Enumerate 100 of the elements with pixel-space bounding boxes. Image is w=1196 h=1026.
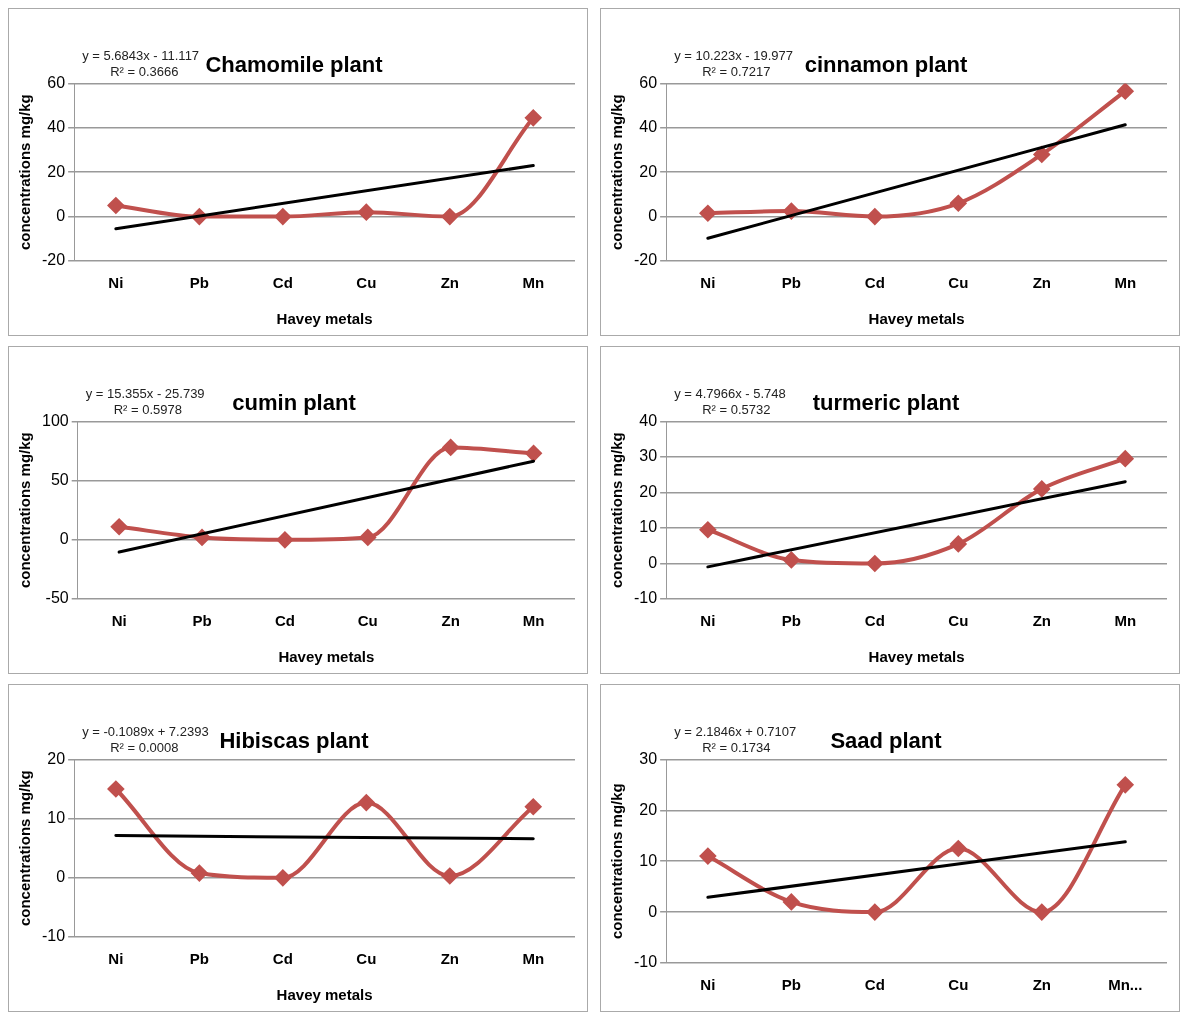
y-tick-label: 20 <box>47 162 66 180</box>
x-tick-label: Pb <box>781 274 801 292</box>
y-tick-label: 40 <box>639 118 658 136</box>
point <box>1033 146 1050 163</box>
point <box>699 848 716 865</box>
x-tick-label: Cd <box>864 976 885 994</box>
point <box>525 798 542 815</box>
point <box>950 535 967 552</box>
y-tick-label: 10 <box>639 518 658 536</box>
point <box>950 195 967 212</box>
x-tick-label: Zn <box>440 950 459 968</box>
y-tick-label: 0 <box>59 530 69 548</box>
y-tick-label: 50 <box>50 471 69 489</box>
y-axis-title: concentrations mg/kg <box>608 94 626 251</box>
y-axis-title: concentrations mg/kg <box>16 770 34 927</box>
y-tick-label: 0 <box>56 207 66 225</box>
point <box>191 865 208 882</box>
point <box>1033 480 1050 497</box>
y-axis-title: concentrations mg/kg <box>16 432 34 589</box>
point <box>358 794 375 811</box>
point <box>525 445 542 462</box>
y-tick-label: 20 <box>47 749 66 767</box>
chart-title: cinnamon plant <box>804 52 968 78</box>
y-tick-label: 40 <box>47 118 66 136</box>
x-tick-label: Mn <box>522 274 545 292</box>
x-tick-label: Zn <box>1032 274 1051 292</box>
y-axis-title: concentrations mg/kg <box>16 94 34 251</box>
y-tick-label: 0 <box>648 207 658 225</box>
text: y = 5.6843x - 11.117 <box>82 48 200 64</box>
x-tick-label: Ni <box>700 976 716 994</box>
x-tick-label: Cd <box>272 274 293 292</box>
chart-title: cumin plant <box>232 390 357 416</box>
x-tick-label: Ni <box>700 612 716 630</box>
point <box>358 204 375 221</box>
y-tick-label: 10 <box>47 809 66 827</box>
y-tick-label: 30 <box>639 749 658 767</box>
y-tick-label: -10 <box>634 589 658 607</box>
y-tick-label: 0 <box>648 553 658 571</box>
text: y = 10.223x - 19.977 <box>674 48 794 64</box>
y-tick-label: 0 <box>648 902 658 920</box>
y-tick-label: 40 <box>639 411 658 429</box>
x-tick-label: Cu <box>948 976 969 994</box>
x-tick-label: Ni <box>108 950 124 968</box>
point <box>866 904 883 921</box>
point <box>1033 904 1050 921</box>
y-tick-label: 60 <box>47 73 66 91</box>
chart-title: turmeric plant <box>812 390 961 416</box>
x-tick-label: Cd <box>274 612 295 630</box>
text: y = -0.1089x + 7.2393 <box>82 724 209 740</box>
point <box>359 529 376 546</box>
y-axis-title: concentrations mg/kg <box>608 783 626 940</box>
point <box>107 781 124 797</box>
y-tick-label: 0 <box>56 868 66 886</box>
x-axis-title: Havey metals <box>276 986 373 1004</box>
x-axis-title: Havey metals <box>868 310 965 328</box>
x-tick-label: Zn <box>1032 976 1051 994</box>
x-tick-label: Cu <box>948 612 969 630</box>
x-tick-label: Ni <box>111 612 127 630</box>
y-tick-label: -20 <box>42 251 66 269</box>
text: y = 2.1846x + 0.7107 <box>674 724 797 740</box>
chart-title: Chamomile plant <box>205 52 384 78</box>
x-tick-label: Cu <box>357 612 378 630</box>
y-tick-label: -10 <box>42 927 66 945</box>
text: R² = 0.7217 <box>702 64 771 80</box>
point <box>274 869 291 886</box>
point <box>274 208 291 225</box>
x-tick-label: Pb <box>189 274 209 292</box>
x-tick-label: Cd <box>864 612 885 630</box>
point <box>276 531 293 548</box>
y-tick-label: 60 <box>639 73 658 91</box>
point <box>699 205 716 222</box>
text: R² = 0.5978 <box>113 402 182 418</box>
y-tick-label: 20 <box>639 800 658 818</box>
text: R² = 0.1734 <box>702 740 771 756</box>
y-tick-label: 100 <box>41 411 69 429</box>
point <box>950 840 967 857</box>
x-tick-label: Cu <box>356 274 377 292</box>
x-tick-label: Pb <box>189 950 209 968</box>
point <box>866 208 883 225</box>
x-tick-label: Cd <box>864 274 885 292</box>
x-tick-label: Mn <box>522 950 545 968</box>
x-tick-label: Cu <box>948 274 969 292</box>
y-tick-label: 20 <box>639 162 658 180</box>
chart-title: Hibiscas plant <box>219 728 370 754</box>
point <box>111 518 128 535</box>
text: y = 15.355x - 25.739 <box>85 386 205 402</box>
x-tick-label: Zn <box>440 274 459 292</box>
x-tick-label: Pb <box>192 612 212 630</box>
x-tick-label: Mn <box>1114 274 1137 292</box>
point <box>107 197 124 214</box>
x-tick-label: Ni <box>700 274 716 292</box>
y-axis-title: concentrations mg/kg <box>608 432 626 589</box>
point <box>441 868 458 885</box>
point <box>866 555 883 572</box>
text: R² = 0.3666 <box>110 64 179 80</box>
text: R² = 0.5732 <box>702 402 771 418</box>
point <box>1117 450 1134 467</box>
x-tick-label: Cu <box>356 950 377 968</box>
x-tick-label: Mn <box>1114 612 1137 630</box>
x-tick-label: Pb <box>781 976 801 994</box>
